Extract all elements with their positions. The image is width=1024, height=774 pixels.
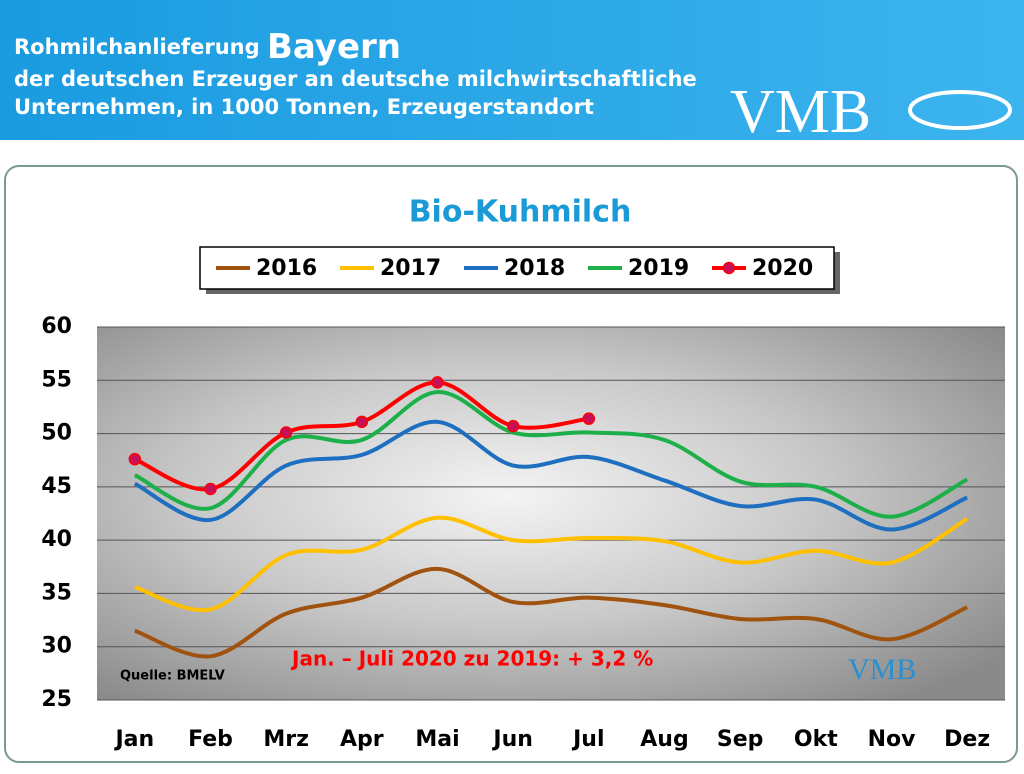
x-tick-label: Feb: [188, 727, 233, 752]
source-note: Quelle: BMELV: [120, 669, 225, 684]
header-line: Unternehmen, in 1000 Tonnen, Erzeugersta…: [14, 95, 594, 119]
y-tick-label: 55: [41, 367, 72, 392]
legend-label: 2018: [504, 256, 565, 281]
x-tick-label: Apr: [340, 727, 384, 752]
series-line: [133, 419, 969, 532]
marker: [355, 415, 369, 429]
logo-swirl: [908, 90, 1012, 130]
x-tick-label: Jun: [491, 727, 533, 752]
watermark: VMB: [848, 653, 916, 686]
x-tick-label: Nov: [868, 727, 917, 752]
marker: [279, 426, 293, 439]
marker: [128, 452, 142, 466]
series-line: [134, 566, 968, 659]
series-line: [134, 515, 969, 613]
y-tick-label: 25: [41, 687, 72, 712]
marker: [431, 376, 444, 389]
x-tick-label: Jan: [113, 727, 154, 752]
x-tick-label: Dez: [944, 727, 990, 752]
y-tick-label: 35: [41, 580, 72, 605]
annotation: Jan. – Juli 2020 zu 2019: + 3,2 %: [290, 647, 653, 671]
y-tick-label: 30: [41, 634, 72, 659]
x-tick-label: Sep: [717, 727, 764, 752]
header-line: der deutschen Erzeuger an deutsche milch…: [14, 67, 697, 91]
legend-label: 2016: [256, 256, 317, 281]
marker: [582, 412, 596, 425]
y-tick-label: 50: [41, 421, 72, 446]
x-tick-label: Aug: [640, 727, 688, 752]
series-line: [133, 390, 969, 519]
x-tick-label: Jul: [571, 727, 604, 752]
x-tick-label: Mai: [415, 727, 459, 752]
legend-label: 2020: [752, 256, 813, 281]
legend-marker: [722, 261, 736, 275]
legend-label: 2017: [380, 256, 441, 281]
x-tick-label: Mrz: [263, 727, 309, 752]
legend-label: 2019: [628, 256, 689, 281]
x-tick-label: Okt: [794, 727, 838, 752]
y-tick-label: 45: [41, 474, 72, 499]
header-band: [0, 0, 1024, 140]
y-tick-label: 60: [41, 314, 72, 339]
logo: VMB: [730, 78, 871, 146]
marker: [204, 482, 217, 496]
chart-title: Bio-Kuhmilch: [409, 195, 632, 230]
header-region: Bayern: [267, 27, 401, 67]
header-title: Rohmilchanlieferung Bayern: [14, 27, 401, 67]
header-prefix: Rohmilchanlieferung: [14, 35, 260, 59]
y-tick-label: 40: [41, 527, 72, 552]
marker: [506, 419, 520, 433]
